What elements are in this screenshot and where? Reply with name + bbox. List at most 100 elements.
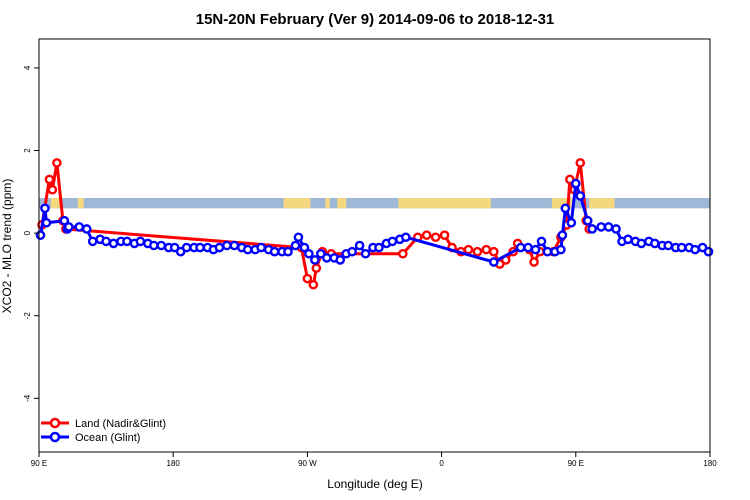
data-point-ocean bbox=[611, 224, 621, 234]
data-point-ocean bbox=[59, 215, 70, 226]
data-point-ocean bbox=[310, 255, 320, 265]
data-point-ocean bbox=[690, 244, 700, 255]
ocean-band bbox=[39, 198, 710, 209]
data-point-ocean bbox=[335, 255, 346, 265]
legend: Land (Nadir&Glint) Ocean (Glint) bbox=[41, 417, 166, 444]
land-ocean-band bbox=[39, 198, 710, 209]
data-point-ocean bbox=[663, 240, 674, 251]
land-segment bbox=[398, 198, 491, 209]
data-point-ocean bbox=[41, 217, 52, 228]
data-point-ocean bbox=[542, 246, 553, 257]
y-tick-label: -4 bbox=[23, 394, 32, 402]
data-point-ocean bbox=[181, 242, 192, 253]
data-point-ocean bbox=[290, 240, 301, 251]
data-point-ocean bbox=[40, 203, 50, 214]
data-point-ocean bbox=[560, 203, 571, 214]
data-point-land bbox=[47, 184, 58, 195]
data-point-land bbox=[439, 230, 450, 240]
data-point-ocean bbox=[81, 224, 92, 234]
data-point-land bbox=[463, 244, 474, 255]
data-point-ocean bbox=[536, 236, 547, 247]
data-point-ocean bbox=[556, 244, 566, 255]
data-point-ocean bbox=[623, 234, 633, 245]
x-tick-label: 90 W bbox=[298, 459, 317, 468]
data-point-ocean bbox=[530, 244, 541, 255]
y-tick-label: 0 bbox=[23, 230, 32, 235]
data-point-ocean bbox=[515, 242, 526, 253]
data-point-ocean bbox=[676, 242, 687, 253]
data-point-land bbox=[44, 174, 55, 185]
data-point-ocean bbox=[64, 222, 74, 232]
land-segment bbox=[77, 198, 84, 209]
data-point-land bbox=[529, 257, 539, 267]
data-point-land bbox=[52, 158, 62, 168]
data-point-ocean bbox=[571, 178, 581, 189]
data-point-land bbox=[311, 263, 322, 274]
data-point-ocean bbox=[636, 238, 647, 249]
legend-marker-ocean bbox=[49, 431, 61, 443]
data-point-ocean bbox=[650, 238, 660, 249]
y-axis-label: XCO2 - MLO trend (ppm) bbox=[0, 179, 14, 314]
data-point-ocean bbox=[101, 236, 111, 247]
x-axis: 90 E 180 90 W 0 90 E 180 bbox=[31, 452, 717, 468]
data-point-ocean bbox=[108, 238, 119, 249]
data-point-ocean bbox=[74, 222, 85, 232]
data-point-ocean bbox=[299, 242, 310, 253]
x-tick-label: 0 bbox=[439, 459, 444, 468]
land-segment bbox=[551, 198, 573, 209]
data-point-land bbox=[398, 248, 408, 259]
data-point-ocean bbox=[135, 236, 146, 247]
data-point-ocean bbox=[195, 242, 205, 253]
data-point-ocean bbox=[347, 246, 357, 257]
y-tick-label: 4 bbox=[23, 65, 32, 70]
data-point-ocean bbox=[149, 240, 159, 251]
x-tick-label: 90 E bbox=[31, 459, 47, 468]
land-segment bbox=[589, 198, 615, 209]
data-point-ocean bbox=[304, 248, 314, 259]
x-tick-label: 180 bbox=[703, 459, 717, 468]
data-point-ocean bbox=[242, 244, 253, 255]
data-point-ocean bbox=[229, 240, 240, 251]
chart-title: 15N-20N February (Ver 9) 2014-09-06 to 2… bbox=[196, 11, 555, 28]
data-point-land bbox=[481, 244, 492, 255]
y-tick-label: -2 bbox=[23, 312, 32, 320]
data-point-ocean bbox=[587, 224, 598, 234]
data-point-ocean bbox=[156, 240, 167, 251]
data-point-land bbox=[421, 230, 432, 240]
data-point-ocean bbox=[703, 246, 714, 257]
data-point-ocean bbox=[354, 240, 365, 251]
data-point-ocean bbox=[401, 232, 411, 243]
land-segment bbox=[325, 198, 330, 209]
y-tick-label: 2 bbox=[23, 148, 32, 153]
land-segment bbox=[50, 198, 60, 209]
land-segment bbox=[337, 198, 347, 209]
data-point-ocean bbox=[566, 217, 577, 228]
data-point-ocean bbox=[603, 222, 614, 232]
x-tick-label: 180 bbox=[167, 459, 181, 468]
legend-label-ocean: Ocean (Glint) bbox=[75, 432, 140, 444]
data-point-ocean bbox=[387, 236, 398, 247]
data-point-land bbox=[302, 273, 313, 284]
data-point-land bbox=[472, 246, 483, 257]
data-point-ocean bbox=[222, 240, 232, 251]
data-point-ocean bbox=[582, 215, 593, 226]
data-point-land bbox=[430, 232, 441, 243]
y-axis: -4 -2 0 2 4 bbox=[23, 65, 39, 402]
x-tick-label: 90 E bbox=[568, 459, 584, 468]
data-point-ocean bbox=[360, 248, 371, 259]
data-point-land bbox=[308, 279, 319, 290]
legend-label-land: Land (Nadir&Glint) bbox=[75, 418, 166, 430]
plot-frame bbox=[38, 38, 711, 453]
data-point-ocean bbox=[87, 236, 98, 247]
land-segment bbox=[283, 198, 311, 209]
x-axis-label: Longitude (deg E) bbox=[327, 477, 422, 491]
data-point-ocean bbox=[214, 242, 225, 253]
data-point-ocean bbox=[596, 222, 606, 232]
data-point-ocean bbox=[575, 191, 586, 201]
data-point-ocean bbox=[374, 242, 384, 253]
data-point-ocean bbox=[293, 232, 304, 243]
legend-marker-land bbox=[49, 417, 61, 429]
data-point-ocean bbox=[557, 230, 568, 240]
data-point-ocean bbox=[269, 246, 280, 257]
